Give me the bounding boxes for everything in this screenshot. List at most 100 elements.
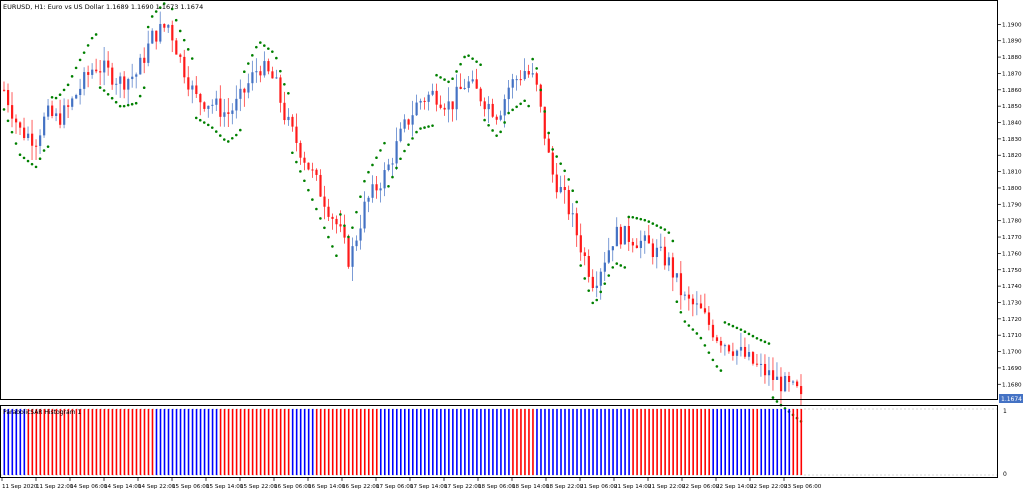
- histogram-bar-down: [367, 409, 370, 475]
- histogram-bar-down: [700, 409, 702, 475]
- sar-dot: [407, 143, 410, 146]
- price-tick-label: 1.1790: [1002, 202, 1022, 208]
- candle-body: [731, 351, 735, 356]
- histogram-bar-up: [476, 409, 478, 475]
- candle-body: [491, 103, 494, 117]
- sar-dot: [94, 33, 98, 36]
- sar-dot: [331, 245, 334, 248]
- candle-body: [55, 113, 58, 116]
- histogram-bar-up: [23, 409, 26, 475]
- sar-dot: [154, 10, 158, 13]
- histogram-bar-up: [19, 409, 22, 475]
- candle-body: [675, 273, 679, 278]
- sar-dot: [751, 334, 755, 338]
- sar-dot: [86, 44, 90, 47]
- sar-dot: [343, 224, 346, 227]
- candle-body: [791, 381, 795, 383]
- histogram-bar-down: [512, 409, 514, 475]
- candle-body: [463, 87, 466, 89]
- sar-dot: [719, 369, 723, 372]
- sar-dot: [263, 44, 266, 47]
- time-tick-label: 17 Sep 14:00: [410, 484, 448, 490]
- histogram-bar-up: [167, 409, 170, 475]
- histogram-bar-down: [371, 409, 374, 475]
- histogram-bar-down: [119, 409, 122, 475]
- candle-body: [183, 56, 186, 78]
- candle-body: [367, 197, 370, 202]
- candle-body: [307, 162, 310, 170]
- histogram-bar-up: [412, 409, 414, 475]
- histogram-bar-down: [287, 409, 290, 475]
- histogram-bar-down: [51, 409, 54, 475]
- sar-dot: [74, 66, 78, 70]
- sar-dot: [707, 351, 711, 354]
- histogram-bar-up: [564, 409, 566, 475]
- indicator-label: ParabolicSAR Histogram 1: [3, 409, 81, 416]
- candle-body: [475, 79, 478, 89]
- histogram-bar-down: [235, 409, 238, 475]
- candle-body: [199, 94, 202, 103]
- candle-body: [663, 246, 667, 266]
- sar-dot: [763, 340, 767, 344]
- candle-body: [759, 363, 763, 365]
- histogram-bar-up: [604, 409, 606, 475]
- candle-body: [631, 241, 634, 246]
- candle-body: [371, 184, 374, 198]
- histogram-bar-up: [211, 409, 214, 475]
- candle-body: [167, 24, 170, 28]
- sar-dot: [463, 55, 466, 59]
- candle-body: [259, 71, 262, 76]
- histogram-bar-up: [724, 409, 726, 475]
- parabolic-sar-series: [2, 0, 803, 423]
- candle-body: [487, 103, 490, 110]
- candle-body: [151, 30, 154, 44]
- histogram-bar-up: [387, 409, 390, 475]
- candle-body: [3, 89, 6, 91]
- histogram-bar-up: [207, 409, 210, 475]
- candle-body: [483, 101, 486, 110]
- sar-dot: [226, 140, 230, 143]
- sar-dot: [727, 323, 731, 326]
- sar-dot: [259, 41, 262, 44]
- candle-body: [683, 294, 687, 296]
- candle-body: [619, 226, 622, 245]
- candle-body: [471, 79, 474, 82]
- candle-body: [711, 324, 715, 338]
- histogram-bar-up: [444, 409, 446, 475]
- sar-dot: [106, 92, 110, 96]
- time-tick-label: 22 Sep 22:00: [750, 484, 788, 490]
- candle-body: [431, 90, 434, 95]
- histogram-bar-up: [588, 409, 590, 475]
- histogram-bar-down: [524, 409, 526, 475]
- sar-dot: [391, 175, 394, 179]
- histogram-bar-up: [748, 409, 751, 475]
- candle-body: [447, 101, 450, 110]
- histogram-bar-down: [223, 409, 226, 475]
- histogram-bar-down: [672, 409, 674, 475]
- histogram-bar-up: [159, 409, 162, 475]
- histogram-bar-down: [684, 409, 686, 475]
- price-tick-label: 1.1770: [1002, 235, 1022, 241]
- histogram-bar-down: [143, 409, 146, 475]
- candle-body: [551, 152, 554, 175]
- candle-body: [795, 381, 799, 387]
- candle-body: [147, 43, 150, 63]
- histogram-bar-up: [540, 409, 542, 475]
- candle-body: [355, 240, 358, 247]
- candle-body: [243, 88, 246, 93]
- histogram-bar-up: [163, 409, 166, 475]
- candle-body: [227, 112, 230, 114]
- histogram-bar-down: [35, 409, 38, 475]
- price-panel-border: [0, 0, 998, 400]
- histogram-bar-up: [456, 409, 458, 475]
- histogram-bar-up: [383, 409, 386, 475]
- histogram-bar-up: [291, 409, 294, 475]
- candle-body: [299, 142, 302, 158]
- histogram-bar-down: [239, 409, 242, 475]
- candle-body: [651, 243, 655, 258]
- sar-dot: [419, 127, 422, 130]
